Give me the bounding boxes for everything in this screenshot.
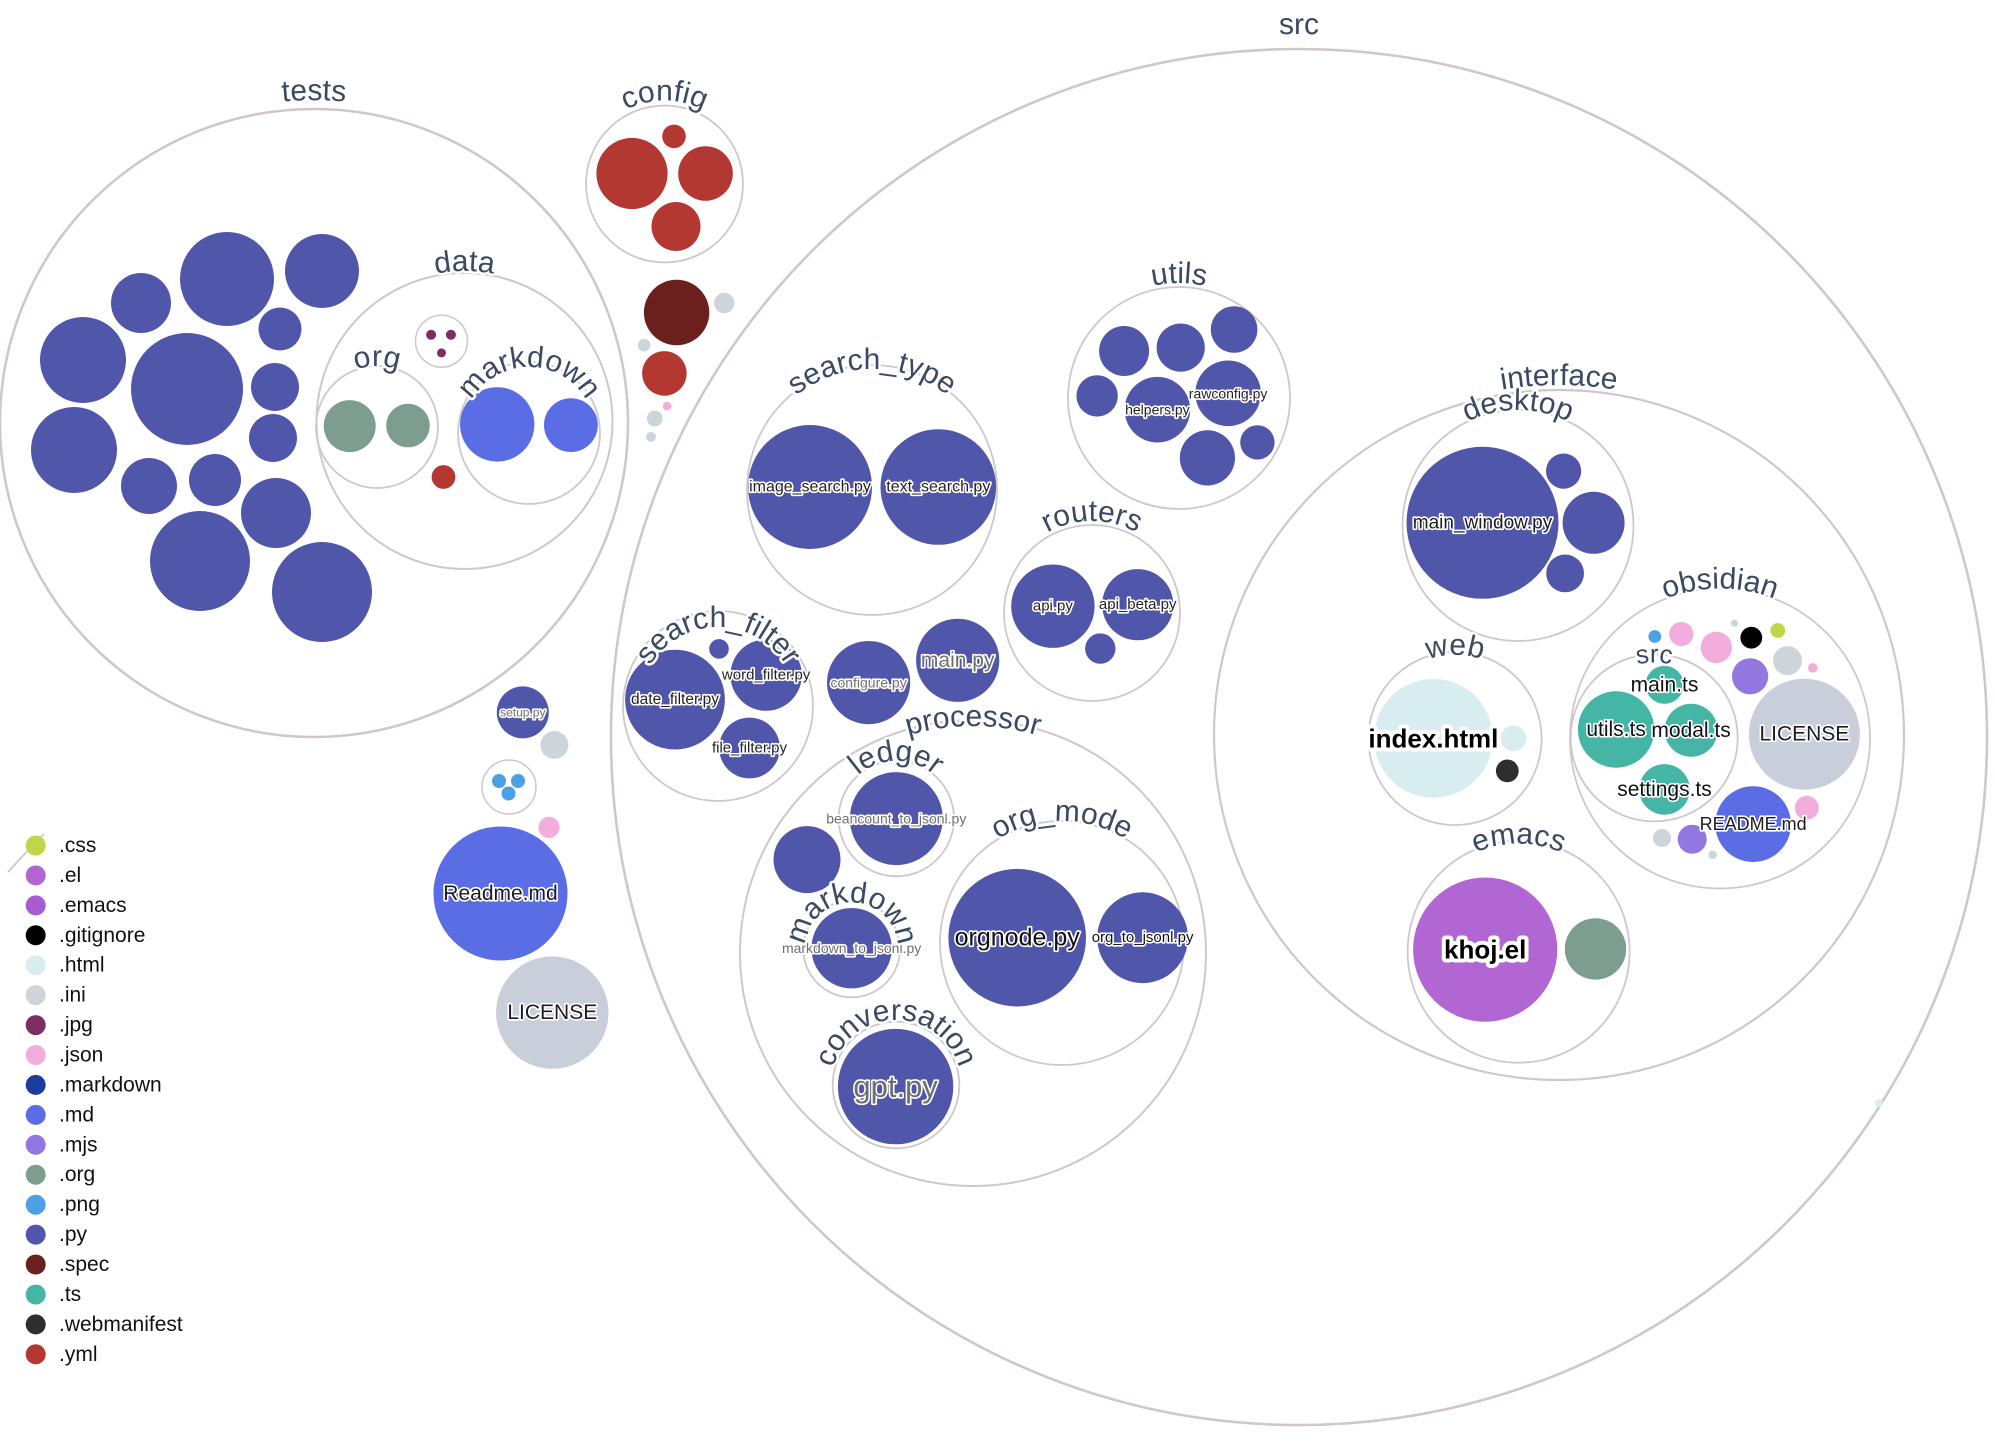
svg-text:image_search.py: image_search.py [749,479,871,496]
svg-text:.yml: .yml [59,1343,98,1366]
svg-text:.json: .json [59,1044,103,1067]
svg-text:src: src [1279,8,1320,41]
svg-text:orgnode.py: orgnode.py [955,924,1081,952]
svg-text:org: org [350,340,404,376]
svg-text:.emacs: .emacs [59,894,127,917]
svg-text:utils: utils [1148,257,1209,293]
svg-text:modal.ts: modal.ts [1651,719,1730,742]
svg-text:.org: .org [59,1163,95,1186]
svg-text:LICENSE: LICENSE [1759,723,1849,746]
svg-text:beancount_to_jsonl.py: beancount_to_jsonl.py [826,811,966,827]
svg-text:helpers.py: helpers.py [1125,402,1190,418]
svg-text:date_filter.py: date_filter.py [631,691,719,708]
svg-text:.py: .py [59,1223,88,1246]
svg-text:.webmanifest: .webmanifest [59,1313,183,1336]
svg-text:.el: .el [59,864,81,887]
svg-text:utils.ts: utils.ts [1586,718,1646,741]
svg-text:setup.py: setup.py [500,705,545,719]
svg-text:LICENSE: LICENSE [507,1001,597,1024]
svg-text:.png: .png [59,1193,100,1216]
svg-text:data: data [432,245,498,281]
svg-text:.markdown: .markdown [59,1073,162,1096]
svg-text:.css: .css [59,834,96,857]
svg-text:api.py: api.py [1033,598,1074,615]
svg-text:settings.ts: settings.ts [1617,778,1712,801]
svg-text:main.py: main.py [921,649,995,672]
svg-text:.jpg: .jpg [59,1014,93,1037]
svg-text:src: src [1634,638,1675,670]
svg-text:.html: .html [59,954,105,977]
svg-text:Readme.md: Readme.md [443,882,557,905]
svg-text:processor: processor [902,700,1045,742]
svg-text:file_filter.py: file_filter.py [712,740,788,757]
svg-text:rawconfig.py: rawconfig.py [1189,385,1268,401]
svg-text:index.html: index.html [1368,723,1498,753]
svg-text:main_window.py: main_window.py [1413,512,1553,533]
svg-text:.ts: .ts [59,1283,81,1306]
svg-text:main.ts: main.ts [1631,673,1699,696]
svg-text:.ini: .ini [59,984,86,1007]
svg-text:.md: .md [59,1103,94,1126]
svg-text:gpt.py: gpt.py [853,1069,938,1104]
svg-text:markdown_to_jsonl.py: markdown_to_jsonl.py [782,940,921,956]
svg-text:org_to_jsonl.py: org_to_jsonl.py [1092,929,1194,946]
svg-text:README.md: README.md [1700,814,1807,834]
svg-text:word_filter.py: word_filter.py [721,667,811,684]
svg-text:api_beta.py: api_beta.py [1099,596,1177,613]
svg-text:tests: tests [280,74,347,109]
svg-text:web: web [1422,629,1488,666]
svg-text:.gitignore: .gitignore [59,924,145,947]
svg-text:configure.py: configure.py [830,675,906,691]
svg-text:.spec: .spec [59,1253,109,1276]
svg-text:khoj.el: khoj.el [1444,935,1526,965]
svg-text:.mjs: .mjs [59,1133,98,1156]
svg-text:text_search.py: text_search.py [886,479,990,496]
